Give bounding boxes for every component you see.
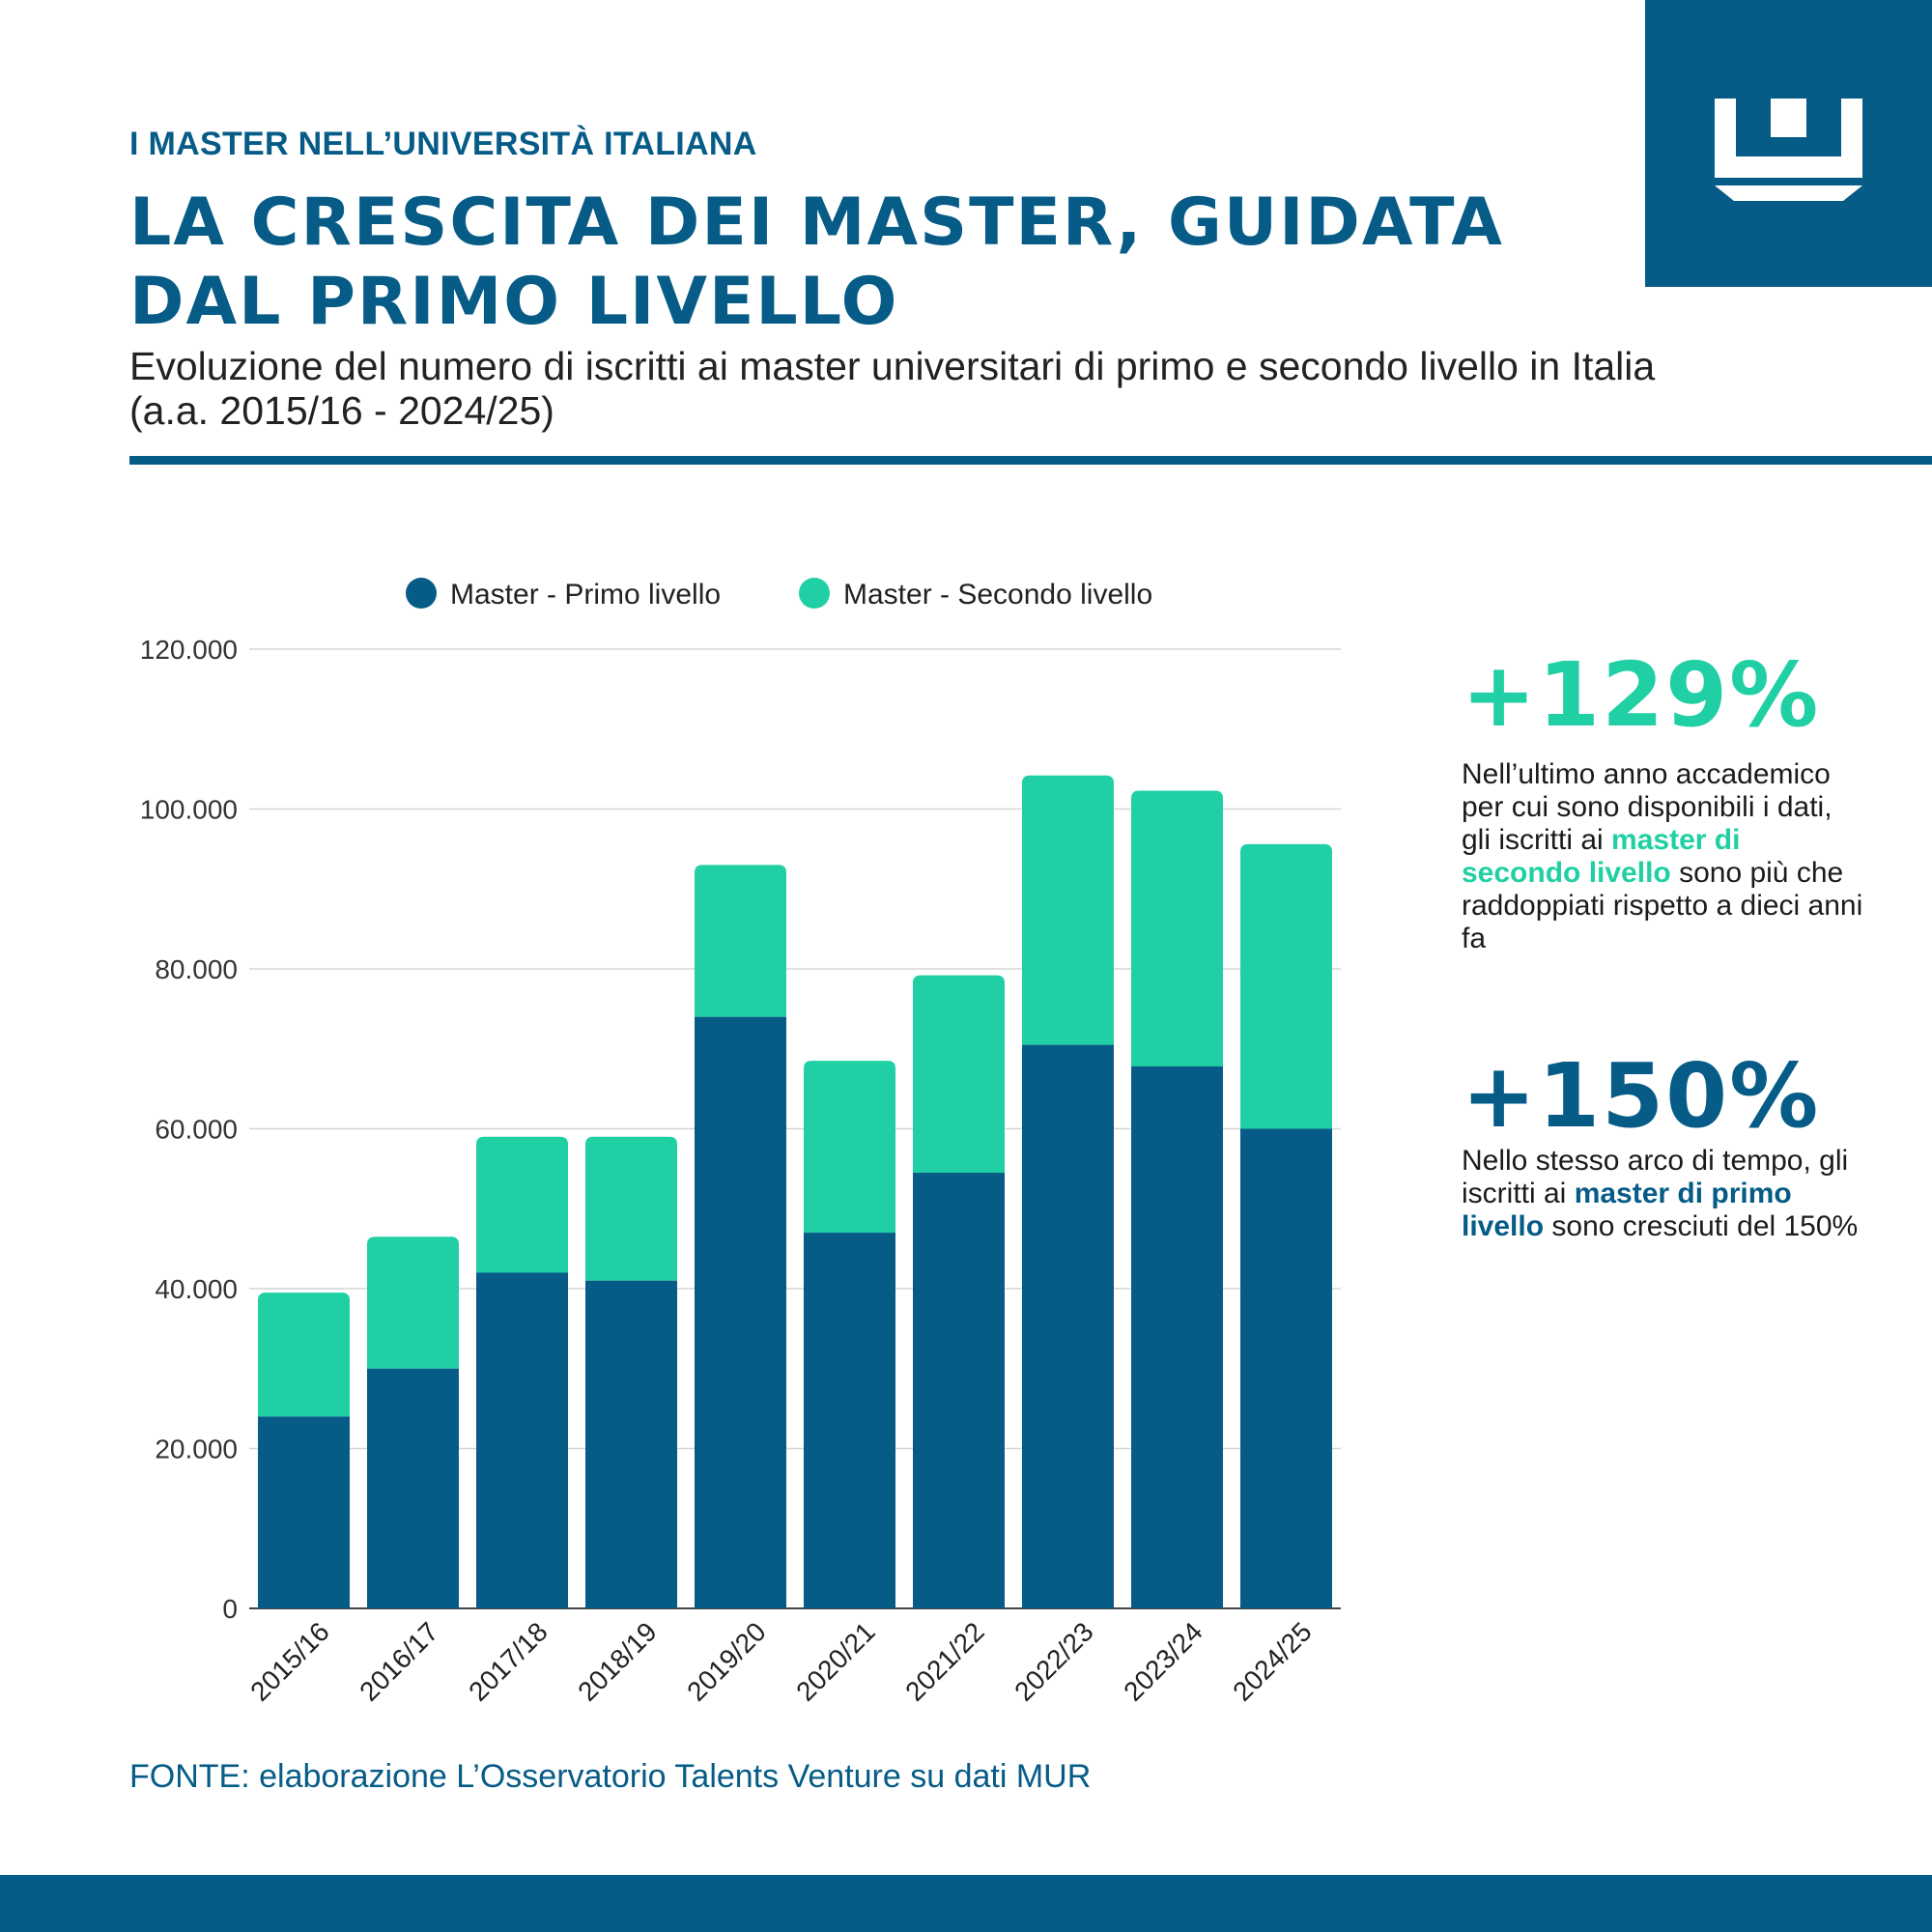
bar-primo-livello (804, 1233, 895, 1608)
x-tick-label: 2023/24 (1118, 1616, 1208, 1706)
bar-primo-livello (1240, 1128, 1332, 1608)
x-tick-label: 2021/22 (899, 1616, 989, 1706)
header-divider (129, 456, 1932, 465)
x-tick-label: 2016/17 (354, 1616, 443, 1706)
x-tick-label: 2015/16 (244, 1616, 334, 1706)
bar-secondo-livello (258, 1293, 350, 1417)
crown-logo-icon (1715, 99, 1862, 201)
kicker: I MASTER NELL’UNIVERSITÀ ITALIANA (129, 126, 757, 162)
x-tick-label: 2020/21 (790, 1616, 880, 1706)
stat-value-secondo: +129% (1462, 643, 1821, 747)
bar-secondo-livello (695, 865, 786, 1017)
page-subtitle: Evoluzione del numero di iscritti ai mas… (129, 344, 1656, 433)
legend-marker-secondo (799, 578, 830, 609)
x-tick-label: 2022/23 (1009, 1616, 1098, 1706)
bar-primo-livello (695, 1016, 786, 1608)
y-axis-ticks: 0 20.000 40.000 60.000 80.000 100.000 120.000 (140, 635, 238, 1624)
y-tick-label: 0 (222, 1594, 238, 1624)
x-tick-label: 2019/20 (681, 1616, 771, 1706)
stat-highlight-secondo: master di secondo livello (1462, 824, 1741, 889)
legend-marker-primo (406, 578, 437, 609)
bar-primo-livello (1131, 1065, 1223, 1608)
bar-primo-livello (258, 1416, 350, 1608)
bar-primo-livello (476, 1272, 568, 1608)
page-title: LA CRESCITA DEI MASTER, GUIDATA DAL PRIM… (129, 185, 1504, 340)
chart-legend: Master - Primo livello Master - Secondo … (406, 578, 1152, 611)
bar-secondo-livello (1131, 790, 1223, 1066)
x-tick-label: 2017/18 (463, 1616, 553, 1706)
footer-bar (0, 1875, 1932, 1932)
bar-secondo-livello (585, 1136, 677, 1281)
stat-description-primo: Nello stesso arco di tempo, gli iscritti… (1462, 1145, 1867, 1243)
legend-label-primo: Master - Primo livello (450, 579, 721, 611)
bar-primo-livello (913, 1173, 1005, 1608)
bar-primo-livello (585, 1280, 677, 1608)
x-tick-label: 2018/19 (572, 1616, 662, 1706)
bar-primo-livello (367, 1368, 459, 1608)
stat-value-primo: +150% (1462, 1044, 1821, 1148)
bar-primo-livello (1022, 1044, 1114, 1608)
y-tick-label: 100.000 (140, 795, 238, 825)
bar-secondo-livello (913, 975, 1005, 1174)
stacked-bar-chart: Master - Primo livello Master - Secondo … (140, 578, 1341, 1707)
bar-secondo-livello (1022, 775, 1114, 1045)
source-note: FONTE: elaborazione L’Osservatorio Talen… (129, 1758, 1092, 1795)
stat-highlight-primo: master di primo livello (1462, 1178, 1792, 1242)
y-tick-label: 40.000 (155, 1274, 238, 1304)
stat-text-after: sono più che raddoppiati rispetto a diec… (1462, 857, 1863, 954)
bar-secondo-livello (476, 1136, 568, 1273)
legend-label-secondo: Master - Secondo livello (843, 579, 1152, 611)
x-axis-ticks: 2015/16 2016/17 2017/18 2018/19 2019/20 2020/… (244, 1616, 1317, 1706)
bar-secondo-livello (1240, 843, 1332, 1129)
bar-secondo-livello (804, 1061, 895, 1234)
chart-bars (258, 775, 1332, 1608)
y-tick-label: 80.000 (155, 954, 238, 984)
stat-description-secondo: Nell’ultimo anno accademico per cui sono… (1462, 758, 1867, 955)
logo-box (1645, 0, 1932, 287)
y-tick-label: 60.000 (155, 1115, 238, 1145)
x-tick-label: 2024/25 (1227, 1616, 1317, 1706)
bar-secondo-livello (367, 1236, 459, 1369)
y-tick-label: 120.000 (140, 635, 238, 665)
stat-text-before: Nell’ultimo anno accademico per cui sono… (1462, 758, 1833, 856)
stat-text-after: sono cresciuti del 150% (1544, 1210, 1859, 1242)
y-tick-label: 20.000 (155, 1435, 238, 1464)
stat-text-before: Nello stesso arco di tempo, gli iscritti… (1462, 1145, 1849, 1209)
